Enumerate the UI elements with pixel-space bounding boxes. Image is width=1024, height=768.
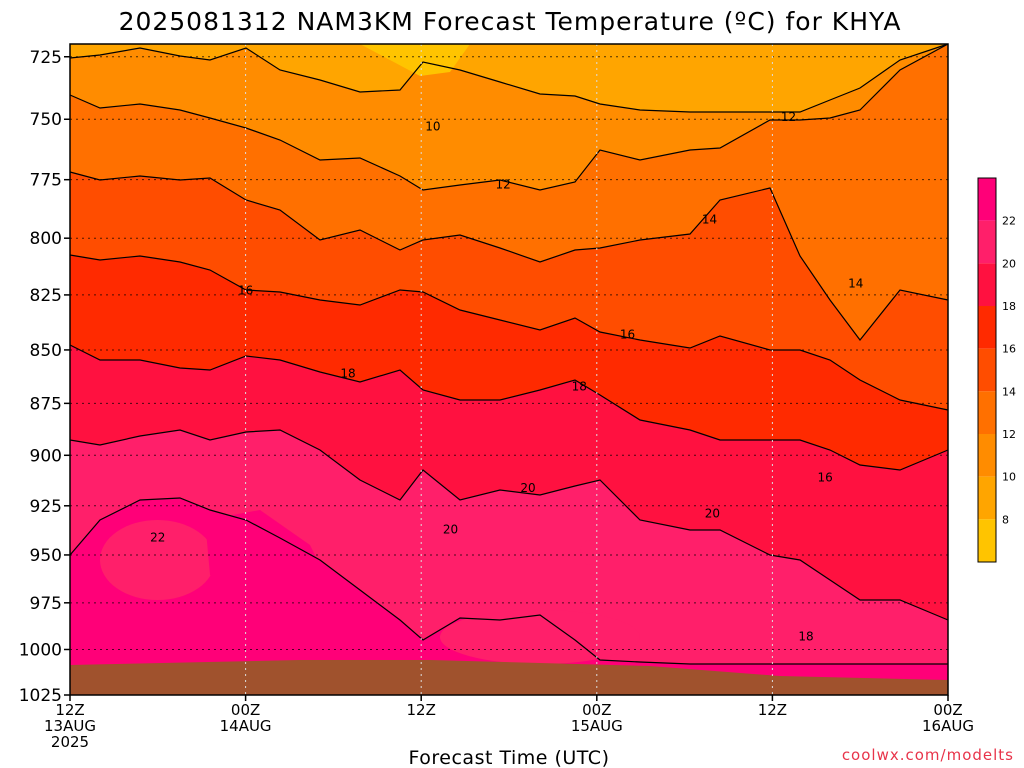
colorbar-swatch [978, 220, 996, 264]
temp-band-22 [70, 430, 948, 664]
contour-b18 [69, 344, 949, 471]
temp-band-10 [70, 44, 948, 112]
x-axis-label: Forecast Time (UTC) [409, 747, 610, 768]
temp-band-18 [70, 255, 948, 470]
colorbar-swatch [978, 306, 996, 349]
warm-patch [580, 540, 600, 565]
colorbar-label: 8 [1002, 513, 1009, 526]
colorbar-label: 14 [1002, 385, 1016, 398]
contour-label: 20 [443, 523, 458, 537]
colorbar-swatch [978, 348, 996, 392]
contour-label: 14 [848, 277, 863, 291]
colorbar-label: 20 [1002, 257, 1016, 270]
contour-label: 20 [520, 481, 535, 495]
colorbar-label: 16 [1002, 343, 1016, 356]
x-tick-label: 00Z [231, 701, 260, 719]
x-tick-label: 12Z [55, 701, 84, 719]
plot-frame [69, 43, 949, 696]
ground-fill [70, 660, 948, 695]
temp-band-12 [70, 44, 948, 190]
y-tick-label: 875 [30, 394, 62, 414]
temp-band-8 [360, 44, 470, 76]
y-tick-label: 950 [30, 546, 62, 566]
x-tick-label: 00Z [933, 701, 962, 719]
contour-label: 12 [781, 110, 796, 124]
x-tick-label: 13AUG [44, 717, 96, 735]
chart-title: 2025081312 NAM3KM Forecast Temperature (… [119, 7, 902, 36]
x-tick-label: 15AUG [571, 717, 623, 735]
contour-b10 [69, 43, 949, 113]
contour-b22 [69, 497, 948, 665]
contour-label: 16 [238, 283, 253, 297]
colorbar: 22 20 18 16 14 12 10 8 [977, 177, 1016, 563]
x-tick-label: 14AUG [220, 717, 272, 735]
contour-b20 [69, 429, 949, 621]
colorbar-swatch [978, 263, 996, 306]
temp-band-16 [70, 172, 948, 410]
terrain-ground [70, 660, 948, 695]
y-tick-label: 825 [30, 286, 62, 306]
grid-lines [70, 44, 948, 695]
contour-labels: 10 12 14 12 16 14 16 18 18 20 20 16 22 20 18 [150, 110, 863, 644]
colorbar-swatch [978, 476, 996, 520]
y-tick-label: 800 [30, 229, 62, 249]
contour-label: 14 [702, 213, 717, 227]
contour-label: 18 [798, 630, 813, 644]
contour-label: 18 [340, 367, 355, 381]
temp-band-24 [205, 510, 325, 605]
colorbar-swatch [978, 434, 996, 477]
contour-label: 22 [150, 530, 165, 544]
x-tick-label: 2025 [51, 733, 89, 751]
contour-lines [69, 43, 949, 665]
y-tick-label: 850 [30, 341, 62, 361]
contour-b12 [69, 43, 949, 191]
colorbar-swatch [978, 519, 996, 562]
y-tick-label: 975 [30, 594, 62, 614]
credit-link[interactable]: coolwx.com/modelts [842, 746, 1014, 764]
x-tick-label: 00Z [582, 701, 611, 719]
contour-label: 16 [817, 471, 832, 485]
temp-band-20 [70, 345, 948, 620]
contour-label: 16 [620, 328, 635, 342]
contour-b14 [69, 171, 949, 341]
contour-label: 10 [425, 120, 440, 134]
y-tick-label: 925 [30, 497, 62, 517]
y-axis: 725 750 775 800 825 850 875 900 925 950 975 1000 102… [19, 48, 70, 706]
y-tick-label: 775 [30, 171, 62, 191]
colorbar-label: 10 [1002, 471, 1016, 484]
plot-area [70, 44, 948, 695]
y-tick-label: 1025 [19, 686, 62, 706]
y-tick-label: 750 [30, 110, 62, 130]
colorbar-frame [977, 177, 997, 563]
x-tick-label: 16AUG [922, 717, 974, 735]
contour-label: 18 [572, 379, 587, 393]
y-tick-label: 900 [30, 446, 62, 466]
colorbar-swatch [978, 391, 996, 434]
y-tick-label: 1000 [19, 640, 62, 660]
y-tick-label: 725 [30, 48, 62, 68]
colorbar-label: 22 [1002, 215, 1016, 228]
warm-patch [440, 610, 640, 664]
colorbar-label: 18 [1002, 300, 1016, 313]
x-tick-label: 12Z [407, 701, 436, 719]
temp-band-14 [70, 44, 948, 340]
contour-b16 [69, 254, 949, 411]
colorbar-swatch [978, 178, 996, 221]
x-tick-label: 12Z [758, 701, 787, 719]
contour-label: 12 [496, 177, 511, 191]
colorbar-label: 12 [1002, 428, 1016, 441]
contour-label: 20 [705, 507, 720, 521]
warm-patch [100, 520, 215, 600]
